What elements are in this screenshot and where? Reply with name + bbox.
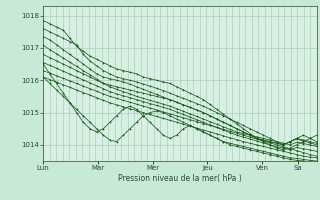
X-axis label: Pression niveau de la mer( hPa ): Pression niveau de la mer( hPa ) (118, 174, 242, 183)
